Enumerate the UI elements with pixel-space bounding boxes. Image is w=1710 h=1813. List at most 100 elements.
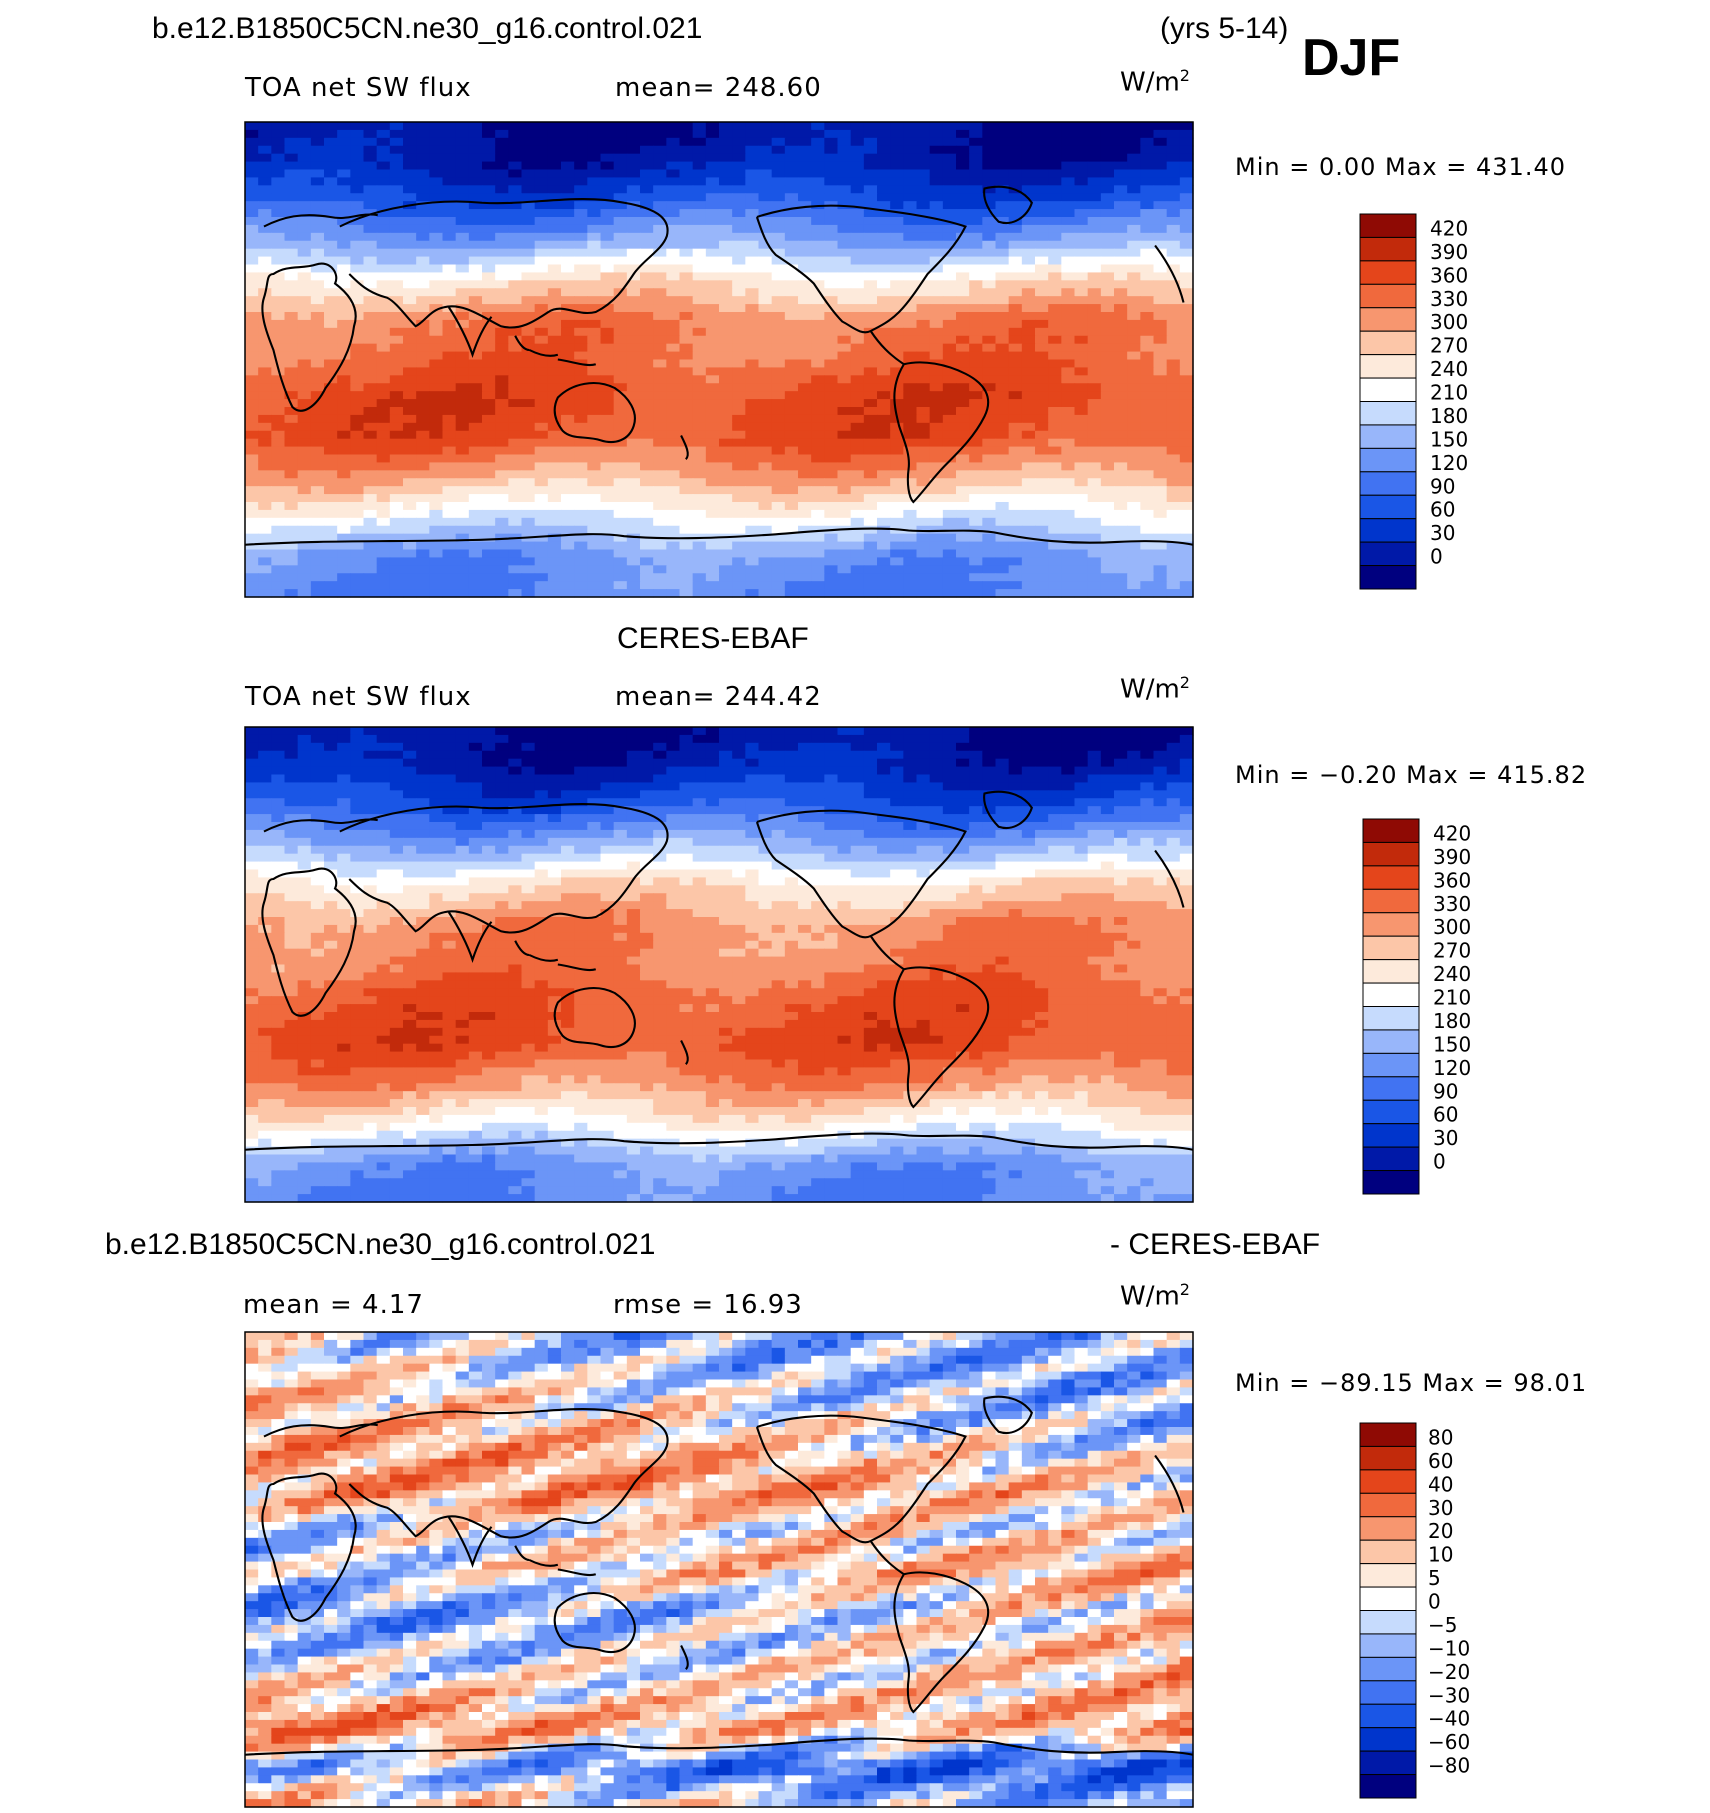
field-cell [310,319,325,329]
field-cell [337,750,351,760]
field-cell [455,494,470,503]
field-cell [1035,343,1049,353]
field-cell [350,782,365,791]
field-cell [956,209,970,218]
field-cell [626,391,641,400]
field-cell [1153,734,1168,744]
field-cell [587,193,602,202]
field-cell [600,494,615,503]
field-cell [1140,343,1155,353]
field-cell [245,589,259,598]
field-cell [863,161,878,171]
field-cell [376,335,391,345]
field-cell [482,790,496,799]
field-cell [1087,494,1102,503]
field-cell [337,727,351,736]
field-cell [982,414,997,424]
field-cell [1087,335,1102,345]
field-cell [1035,589,1049,598]
field-cell [271,782,286,791]
field-cell [1087,217,1102,226]
field-cell [929,248,944,258]
field-cell [482,367,496,376]
field-cell [1074,734,1089,744]
field-cell [758,742,773,752]
field-cell [1153,383,1168,392]
field-cell [337,375,351,384]
field-cell [508,541,523,551]
field-cell [324,454,338,464]
field-cell [1021,217,1036,226]
field-cell [324,727,338,736]
field-cell [903,232,918,242]
field-cell [1114,774,1128,784]
field-cell [245,359,259,369]
field-cell [679,750,694,760]
field-cell [1179,248,1194,258]
field-cell [455,161,470,171]
field-cell [784,153,799,163]
field-cell [271,288,286,297]
field-cell [877,454,891,464]
field-cell [258,122,272,131]
field-cell [574,161,588,171]
field-cell [890,549,904,559]
field-cell [666,351,681,361]
field-cell [798,727,812,736]
field-cell [403,581,417,590]
field-cell [1100,742,1115,752]
field-cell [995,296,1010,305]
field-cell [561,129,575,139]
field-cell [534,137,549,147]
field-cell [929,517,944,527]
field-cell [1021,478,1036,487]
field-cell [1074,742,1089,752]
field-cell [1008,502,1023,511]
field-cell [1153,462,1168,471]
field-cell [811,407,825,416]
field-cell [547,209,562,218]
field-cell [626,478,641,487]
colorbar-tick-label: 120 [1430,451,1468,475]
field-cell [389,430,404,440]
field-cell [521,766,536,776]
field-cell [1127,422,1141,432]
field-cell [534,391,549,400]
field-cell [824,399,839,408]
field-cell [798,232,812,242]
field-cell [1114,312,1128,321]
field-cell [455,573,470,582]
field-cell [416,782,430,791]
field-cell [877,399,891,408]
field-cell [666,288,681,297]
field-cell [1153,185,1168,194]
field-cell [508,169,523,179]
field-cell [890,280,904,289]
field-cell [956,470,970,479]
field-cell [719,169,733,179]
field-cell [771,169,786,179]
field-cell [929,430,944,440]
field-cell [495,557,509,566]
field-cell [903,129,918,139]
field-cell [1179,359,1194,369]
field-cell [956,430,970,440]
field-cell [534,407,549,416]
field-cell [982,478,997,487]
field-cell [692,232,707,242]
field-cell [692,407,707,416]
field-cell [626,399,641,408]
field-cell [482,240,496,250]
field-cell [1008,169,1023,179]
field-cell [626,557,641,566]
field-cell [1035,319,1049,329]
field-cell [284,750,299,760]
field-cell [995,509,1010,519]
field-cell [719,517,733,527]
field-cell [271,581,286,590]
field-cell [297,446,312,456]
field-cell [942,169,957,179]
field-cell [547,438,562,448]
field-cell [310,399,325,408]
field-cell [350,169,365,179]
